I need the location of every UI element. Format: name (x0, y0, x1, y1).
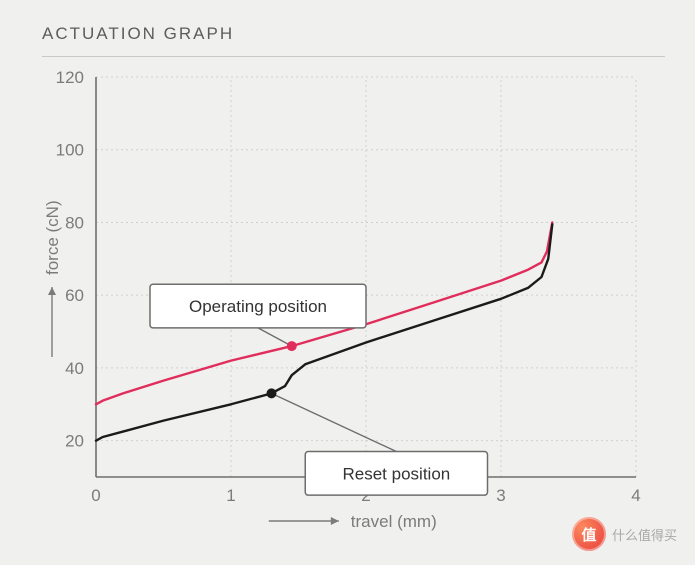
y-tick-label: 60 (65, 286, 84, 305)
callout-label-operating-position: Operating position (189, 297, 327, 316)
marker-operating (287, 341, 297, 351)
y-label-arrow-icon (48, 287, 56, 295)
x-tick-label: 3 (496, 486, 505, 505)
x-label-arrow-icon (331, 517, 339, 525)
y-tick-label: 20 (65, 432, 84, 451)
series-release (96, 224, 552, 440)
chart-svg: 0123420406080100120Operating positionRes… (42, 71, 654, 541)
x-tick-label: 1 (226, 486, 235, 505)
x-tick-label: 4 (631, 486, 640, 505)
watermark-badge-icon: 值 (572, 517, 606, 551)
y-tick-label: 100 (56, 141, 84, 160)
y-tick-label: 80 (65, 213, 84, 232)
y-tick-label: 40 (65, 359, 84, 378)
y-axis-label-group: force (cN) (43, 200, 62, 357)
marker-reset (267, 388, 277, 398)
watermark: 值 什么值得买 (572, 517, 677, 551)
actuation-chart: 0123420406080100120Operating positionRes… (42, 71, 665, 541)
x-tick-label: 0 (91, 486, 100, 505)
watermark-text: 什么值得买 (612, 525, 677, 544)
callout-leader (258, 328, 292, 346)
callout-leader (272, 393, 397, 451)
x-axis-label: travel (mm) (351, 512, 437, 531)
callout-label-reset-position: Reset position (343, 464, 451, 483)
y-tick-label: 120 (56, 71, 84, 87)
title-rule (42, 56, 665, 57)
y-axis-label: force (cN) (43, 200, 62, 275)
chart-title: ACTUATION GRAPH (42, 24, 665, 44)
